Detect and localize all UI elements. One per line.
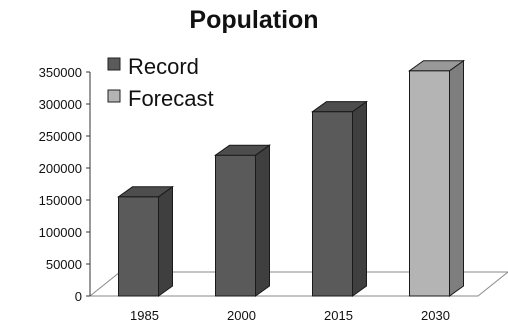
bar-front	[409, 70, 450, 297]
bar-top	[116, 186, 175, 198]
bar-top	[310, 101, 369, 113]
bar-front	[215, 154, 256, 297]
bar-side	[449, 59, 464, 297]
chart-title: Population	[189, 6, 319, 34]
bar-side	[158, 185, 173, 297]
y-tick-label: 150000	[39, 193, 82, 208]
x-tick-label: 2030	[421, 308, 450, 323]
bar-front	[118, 196, 159, 297]
bar-2000	[213, 144, 272, 297]
bar-top	[213, 144, 272, 156]
y-tick-label: 200000	[39, 161, 82, 176]
y-tick-label: 0	[75, 289, 82, 304]
bar-top	[407, 60, 466, 72]
legend-label-record: Record	[128, 54, 199, 79]
x-tick-label: 1985	[130, 308, 159, 323]
y-tick-label: 250000	[39, 129, 82, 144]
legend-label-forecast: Forecast	[128, 86, 214, 111]
y-tick-label: 350000	[39, 65, 82, 80]
y-tick-label: 100000	[39, 225, 82, 240]
x-tick-label: 2015	[324, 308, 353, 323]
legend-swatch-record	[107, 57, 121, 71]
bar-side	[352, 100, 367, 297]
x-tick-label: 2000	[227, 308, 256, 323]
bar-front	[312, 111, 353, 297]
y-tick-label: 50000	[46, 257, 82, 272]
bar-2030	[407, 59, 466, 297]
bar-2015	[310, 100, 369, 297]
bar-side	[255, 144, 270, 297]
bar-1985	[116, 185, 175, 297]
y-tick-label: 300000	[39, 97, 82, 112]
legend-swatch-forecast	[107, 89, 121, 103]
